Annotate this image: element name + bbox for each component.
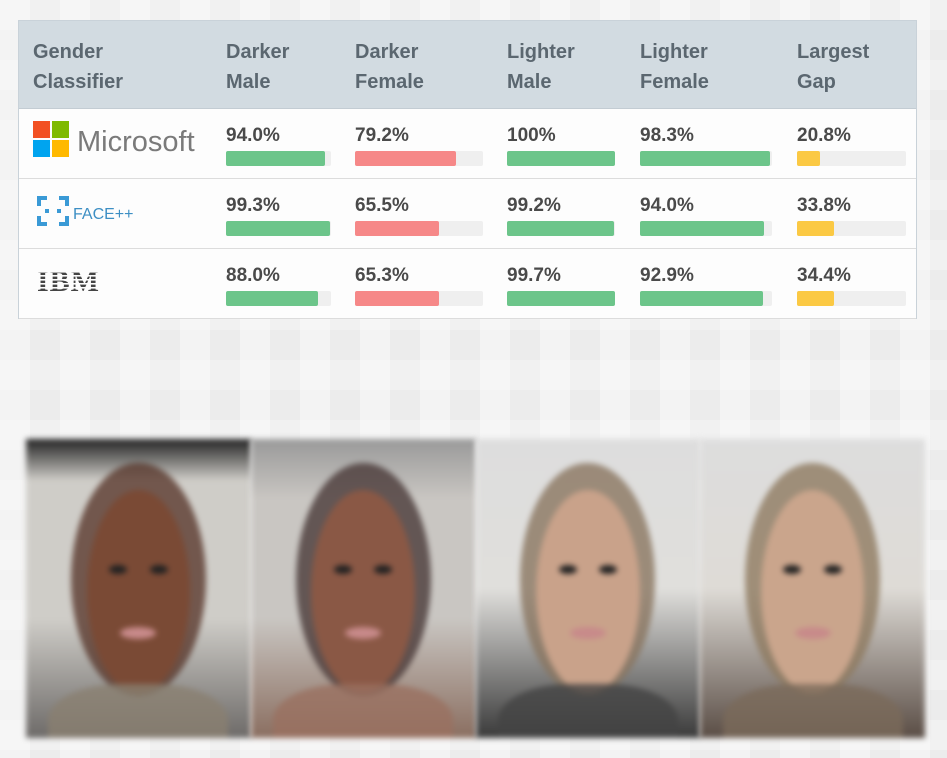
column-header: Darker Female <box>355 41 424 93</box>
bar-track <box>797 151 906 166</box>
value-cell: 20.8% <box>797 125 906 166</box>
darker-female-average-face <box>250 439 476 738</box>
bar-track <box>507 221 615 236</box>
value-cell: 94.0% <box>226 125 331 166</box>
value-label: 99.7% <box>507 265 561 286</box>
svg-text:IBM: IBM <box>37 265 100 298</box>
bar-fill <box>226 291 319 306</box>
value-cell: 79.2% <box>355 125 483 166</box>
value-label: 20.8% <box>797 125 851 146</box>
value-label: 79.2% <box>355 125 409 146</box>
value-cell: 99.7% <box>507 265 615 306</box>
accuracy-table: Gender Classifier Darker Male Darker Femal… <box>18 20 917 319</box>
table-row: Microsoft 94.0% 79.2% 100% 98.3% 20.8% <box>19 109 916 179</box>
table-row: FACE++ 99.3% 65.5% 99.2% 94.0% 33.8% <box>19 179 916 249</box>
darker-male-average-face <box>26 439 251 738</box>
bar-fill <box>355 221 439 236</box>
value-cell: 65.3% <box>355 265 483 306</box>
bar-track <box>640 151 772 166</box>
value-cell: 99.2% <box>507 195 615 236</box>
bar-track <box>226 291 331 306</box>
value-cell: 100% <box>507 125 615 166</box>
bar-track <box>797 291 906 306</box>
bar-fill <box>507 221 615 236</box>
column-header: Darker Male <box>226 41 290 93</box>
value-label: 33.8% <box>797 195 851 216</box>
value-cell: 99.3% <box>226 195 331 236</box>
bar-fill <box>640 291 763 306</box>
faceplusplus-logo: FACE++ <box>33 191 153 236</box>
value-cell: 34.4% <box>797 265 906 306</box>
bar-fill <box>797 221 834 236</box>
bar-track <box>226 221 331 236</box>
bar-track <box>797 221 906 236</box>
value-label: 88.0% <box>226 265 280 286</box>
value-cell: 88.0% <box>226 265 331 306</box>
bar-fill <box>797 151 820 166</box>
value-label: 92.9% <box>640 265 694 286</box>
value-label: 98.3% <box>640 125 694 146</box>
bar-track <box>355 291 483 306</box>
value-label: 99.3% <box>226 195 280 216</box>
average-faces-strip <box>26 439 925 738</box>
bar-fill <box>355 291 439 306</box>
value-label: 65.3% <box>355 265 409 286</box>
lighter-female-average-face <box>700 439 925 738</box>
column-header: Lighter Female <box>640 41 709 93</box>
microsoft-logo: Microsoft <box>33 121 203 166</box>
bar-track <box>507 151 615 166</box>
table-row: IBM 88.0% 65.3% 99.7% 92.9% 34.4% <box>19 249 916 319</box>
bar-fill <box>507 151 615 166</box>
value-label: 65.5% <box>355 195 409 216</box>
value-cell: 98.3% <box>640 125 772 166</box>
value-cell: 65.5% <box>355 195 483 236</box>
ibm-logo: IBM <box>33 261 113 306</box>
value-label: 94.0% <box>226 125 280 146</box>
bar-track <box>355 151 483 166</box>
column-header: Largest Gap <box>797 41 870 93</box>
value-label: 100% <box>507 125 556 146</box>
value-label: 99.2% <box>507 195 561 216</box>
bar-fill <box>640 221 765 236</box>
bar-track <box>640 221 772 236</box>
lighter-male-average-face <box>475 439 701 738</box>
bar-fill <box>355 151 457 166</box>
bar-track <box>507 291 615 306</box>
column-header: Gender Classifier <box>33 41 124 93</box>
svg-text:FACE++: FACE++ <box>73 206 133 223</box>
value-cell: 33.8% <box>797 195 906 236</box>
value-cell: 92.9% <box>640 265 772 306</box>
value-label: 34.4% <box>797 265 851 286</box>
bar-fill <box>507 291 615 306</box>
value-cell: 94.0% <box>640 195 772 236</box>
bar-track <box>640 291 772 306</box>
bar-fill <box>226 221 331 236</box>
svg-text:Microsoft: Microsoft <box>77 126 195 158</box>
bar-track <box>226 151 331 166</box>
bar-track <box>355 221 483 236</box>
bar-fill <box>226 151 325 166</box>
column-header: Lighter Male <box>507 41 575 93</box>
table-header: Gender Classifier Darker Male Darker Femal… <box>19 21 916 109</box>
bar-fill <box>797 291 835 306</box>
bar-fill <box>640 151 770 166</box>
value-label: 94.0% <box>640 195 694 216</box>
